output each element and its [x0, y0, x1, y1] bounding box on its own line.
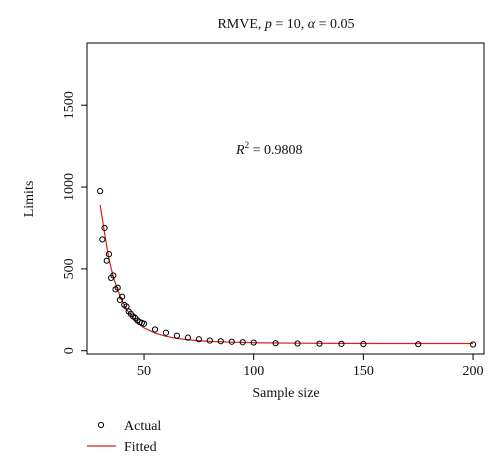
y-axis: 0 500 1000 1500 [62, 91, 87, 354]
x-axis-label: Sample size [252, 386, 319, 401]
actual-point [184, 334, 191, 341]
legend-label-fitted: Fitted [124, 440, 157, 455]
x-tick-label: 200 [463, 364, 484, 379]
plot-frame [86, 42, 485, 355]
y-tick-label: 500 [62, 258, 77, 279]
actual-point [415, 341, 422, 348]
actual-point [360, 340, 367, 348]
actual-point [114, 284, 121, 291]
actual-point [103, 257, 110, 264]
actual-point [118, 293, 126, 300]
x-axis: 50 100 150 200 [137, 354, 484, 379]
actual-point [294, 340, 301, 347]
y-tick-label: 1000 [62, 173, 77, 201]
legend-marker-actual [97, 421, 105, 429]
y-tick-label: 0 [62, 347, 77, 354]
chart-title: RMVE, p = 10, α = 0.05 [217, 17, 354, 32]
actual-point [162, 329, 170, 336]
y-tick-label: 1500 [62, 91, 77, 119]
actual-point [97, 188, 104, 195]
actual-point [338, 340, 345, 347]
x-tick-label: 100 [243, 364, 264, 379]
actual-point [173, 332, 181, 339]
actual-point [239, 339, 246, 346]
y-axis-label: Limits [22, 181, 37, 218]
actual-point [101, 224, 108, 232]
actual-series [97, 188, 477, 348]
actual-point [105, 251, 113, 258]
r-squared-annotation: R2 = 0.9808 [235, 140, 302, 158]
actual-point [140, 320, 148, 327]
x-tick-label: 50 [137, 364, 151, 379]
legend: Actual Fitted [87, 419, 161, 455]
fitted-series [99, 204, 474, 345]
x-tick-label: 150 [353, 364, 374, 379]
actual-point [469, 341, 477, 348]
actual-point [195, 336, 202, 343]
actual-point [228, 338, 235, 345]
actual-point [206, 337, 213, 344]
fitted-line [99, 204, 474, 345]
actual-point [123, 303, 130, 310]
actual-point [272, 340, 279, 347]
actual-point [151, 326, 159, 333]
actual-point [217, 338, 224, 345]
actual-point [110, 272, 117, 279]
actual-point [250, 339, 257, 346]
actual-point [316, 340, 323, 347]
legend-label-actual: Actual [124, 419, 161, 434]
actual-point [99, 236, 106, 243]
